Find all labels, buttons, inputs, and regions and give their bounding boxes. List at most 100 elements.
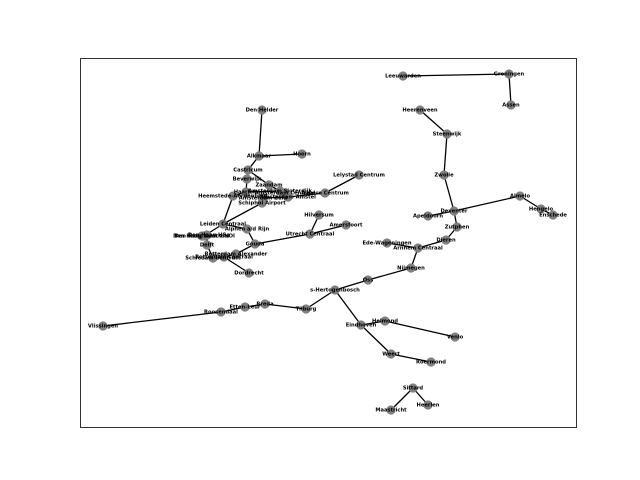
node-label-schiedam: Schiedam Centrum (185, 256, 240, 262)
node-label-zutphen: Zutphen (445, 225, 470, 231)
node-tilburg (301, 304, 311, 314)
edge-roosendaal-vlissingen (102, 311, 222, 327)
node-label-delft: Delft (200, 243, 215, 249)
node-label-nijmegen: Nijmegen (397, 266, 425, 272)
node-helmond (380, 316, 390, 326)
node-label-hilversum: Hilversum (304, 213, 334, 219)
node-label-deventer: Deventer (441, 209, 468, 215)
node-label-roosendaal: Roosendaal (204, 310, 238, 316)
node-label-castricum: Castricum (233, 168, 262, 174)
node-zutphen (452, 222, 462, 232)
node-label-rotterdamalexander: Rotterdam Alexander (205, 252, 268, 258)
edge-tilburg-breda (264, 303, 307, 310)
node-label-rotterdamcentraal: Rotterdam Centraal (195, 255, 253, 261)
node-label-denhaaghs: Den Haag HS (188, 233, 227, 239)
edge-rotterdamcentraal-dordrecht (223, 256, 250, 274)
node-label-denbosch: s-Hertogenbosch (310, 288, 360, 294)
node-label-apeldoorn: Apeldoorn (413, 214, 443, 220)
node-ede (382, 238, 392, 248)
node-label-zaandam: Zaandam (255, 183, 282, 189)
node-label-amsterdamamstel: Amsterdam Amstel (260, 195, 316, 201)
label-layer: Leeuwarden Groningen Assen Heerenveen Steenw… (88, 72, 567, 414)
edge-zwolle-deventer (443, 174, 455, 212)
node-hoorn (297, 149, 307, 159)
node-label-sittard: Sittard (403, 386, 424, 392)
node-label-weert: Weert (382, 352, 400, 358)
node-label-denhaagcentraal: Den Haag Centraal (174, 234, 229, 240)
edge-denbosch-eindhoven (334, 289, 362, 326)
node-amersfoort (341, 220, 351, 230)
node-label-vlissingen: Vlissingen (88, 324, 118, 330)
edge-denbosch-tilburg (305, 289, 336, 310)
edge-gouda-utrecht (254, 233, 311, 245)
node-label-haarlem: Haarlem (234, 190, 259, 196)
node-label-steenwijk: Steenwijk (433, 132, 462, 138)
node-label-oss: Oss (363, 278, 374, 284)
edge-nijmegen-oss (367, 267, 412, 281)
node-label-arnhem: Arnhem Centraal (393, 246, 443, 252)
node-label-almelo: Almelo (510, 194, 530, 200)
node-leiden (218, 219, 228, 229)
node-eindhoven (356, 320, 366, 330)
edge-leeuwarden-groningen (402, 73, 510, 77)
edge-deventer-almelo (453, 195, 521, 212)
node-label-roermond: Roermond (416, 360, 446, 366)
node-label-venlo: Venlo (447, 335, 464, 341)
node-lelystad (354, 170, 364, 180)
node-groningen (504, 69, 514, 79)
node-apeldoorn (423, 211, 433, 221)
edge-oss-denbosch (334, 279, 369, 291)
edge-utrecht-amersfoort (309, 224, 347, 235)
node-label-lelystad: Lelystad Centrum (333, 173, 385, 179)
edge-heerenveen-steenwijk (419, 109, 448, 135)
node-label-amsterdamcentraal: Amsterdam Centraal (255, 191, 316, 197)
node-ettenleur (240, 302, 250, 312)
node-label-gouda: Gouda (246, 242, 265, 248)
node-label-alkmaar: Alkmaar (247, 154, 272, 160)
edge-groningen-assen (508, 73, 512, 106)
node-label-utrecht: Utrecht Centraal (286, 232, 335, 238)
node-label-schiphol: Schiphol Airport (238, 201, 286, 207)
node-alkmaar (254, 151, 264, 161)
node-label-amersfoort: Amersfoort (329, 223, 363, 229)
node-label-heerlen: Heerlen (417, 403, 440, 409)
node-label-assen: Assen (502, 103, 520, 109)
node-label-heerenveen: Heerenveen (402, 108, 438, 114)
node-sittard (408, 383, 418, 393)
node-rotterdamcentraal (219, 252, 229, 262)
node-label-dordrecht: Dordrecht (234, 271, 264, 277)
node-beverwijk (242, 174, 252, 184)
node-label-maastricht: Maastricht (375, 408, 407, 414)
node-alphen (242, 224, 252, 234)
node-venlo (450, 332, 460, 342)
node-gouda (250, 239, 260, 249)
node-steenwijk (442, 129, 452, 139)
node-label-groningen: Groningen (494, 72, 525, 78)
node-layer (98, 69, 558, 415)
edge-weert-roermond (390, 353, 432, 363)
node-label-heemstede: Heemstede-Aerdenhout (198, 194, 268, 200)
node-label-amsterdamsloterdijk: Amsterdam Sloterdijk (248, 189, 312, 195)
edge-sittard-maastricht (390, 387, 414, 411)
edge-alkmaar-hoorn (258, 153, 303, 157)
node-zaandam (264, 180, 274, 190)
node-schiedam (208, 253, 218, 263)
plot-frame (80, 58, 577, 428)
node-heerenveen (415, 105, 425, 115)
node-amsterdamamstel (283, 192, 293, 202)
node-label-amsterdamzuid: Amsterdam Zuid (239, 196, 288, 202)
node-utrecht (305, 229, 315, 239)
node-label-tilburg: Tilburg (296, 307, 317, 313)
edge-eindhoven-weert (360, 324, 392, 355)
edge-haarlem-amsterdamsloterdijk (245, 190, 281, 193)
edge-amsterdamamstel-almerecentrum (287, 192, 326, 198)
node-dieren (441, 235, 451, 245)
node-dordrecht (244, 268, 254, 278)
node-label-hoorn: Hoorn (293, 152, 311, 158)
node-label-ede: Ede-Wageningen (362, 241, 411, 247)
node-roosendaal (216, 307, 226, 317)
edge-schiphol-leiden (222, 202, 263, 225)
node-label-helmond: Helmond (372, 319, 398, 325)
node-denbosch (330, 285, 340, 295)
